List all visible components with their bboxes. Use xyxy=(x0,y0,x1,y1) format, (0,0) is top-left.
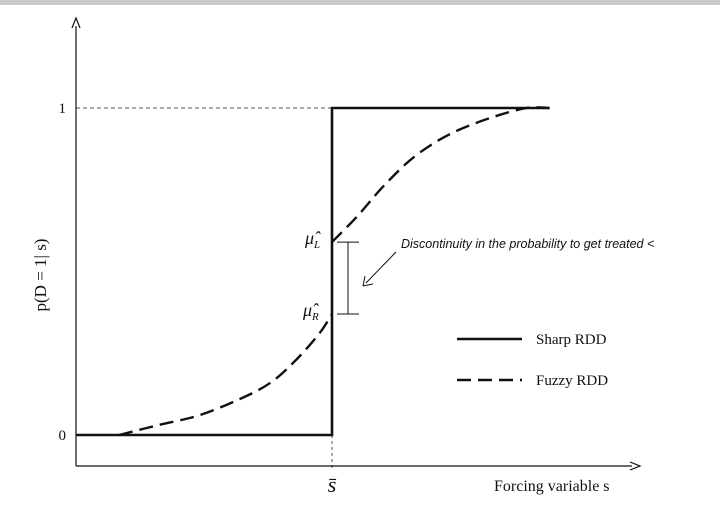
axes: 0 1 s̄ xyxy=(59,16,642,497)
guide-lines xyxy=(76,107,333,470)
x-axis-arrowhead xyxy=(629,461,642,471)
mu-L-label: μ̂L xyxy=(304,228,321,251)
series-layer xyxy=(76,106,550,437)
y-tick-label: 0 xyxy=(59,428,67,444)
y-axis-label: p(D = 1| s) xyxy=(31,239,50,312)
legend: Sharp RDD Fuzzy RDD xyxy=(457,332,608,389)
legend-label: Fuzzy RDD xyxy=(536,373,608,389)
discontinuity-annotation: Discontinuity in the probability to get … xyxy=(401,237,654,251)
fuzzy-rdd-line-left xyxy=(118,313,334,437)
x-tick-label: s̄ xyxy=(328,472,337,497)
sharp-rdd-line xyxy=(76,106,550,437)
y-tick-label: 1 xyxy=(59,101,67,117)
fuzzy-rdd-line-right xyxy=(331,106,550,243)
annotations: μ̂L μ̂R xyxy=(302,228,397,323)
x-axis-label: Forcing variable s xyxy=(494,478,610,495)
top-border-bar xyxy=(0,0,720,5)
annotation-arrowhead xyxy=(362,275,374,287)
annotation-arrow xyxy=(365,251,397,284)
y-axis-arrowhead xyxy=(71,16,81,29)
mu-R-label: μ̂R xyxy=(302,300,319,323)
legend-label: Sharp RDD xyxy=(536,332,607,348)
